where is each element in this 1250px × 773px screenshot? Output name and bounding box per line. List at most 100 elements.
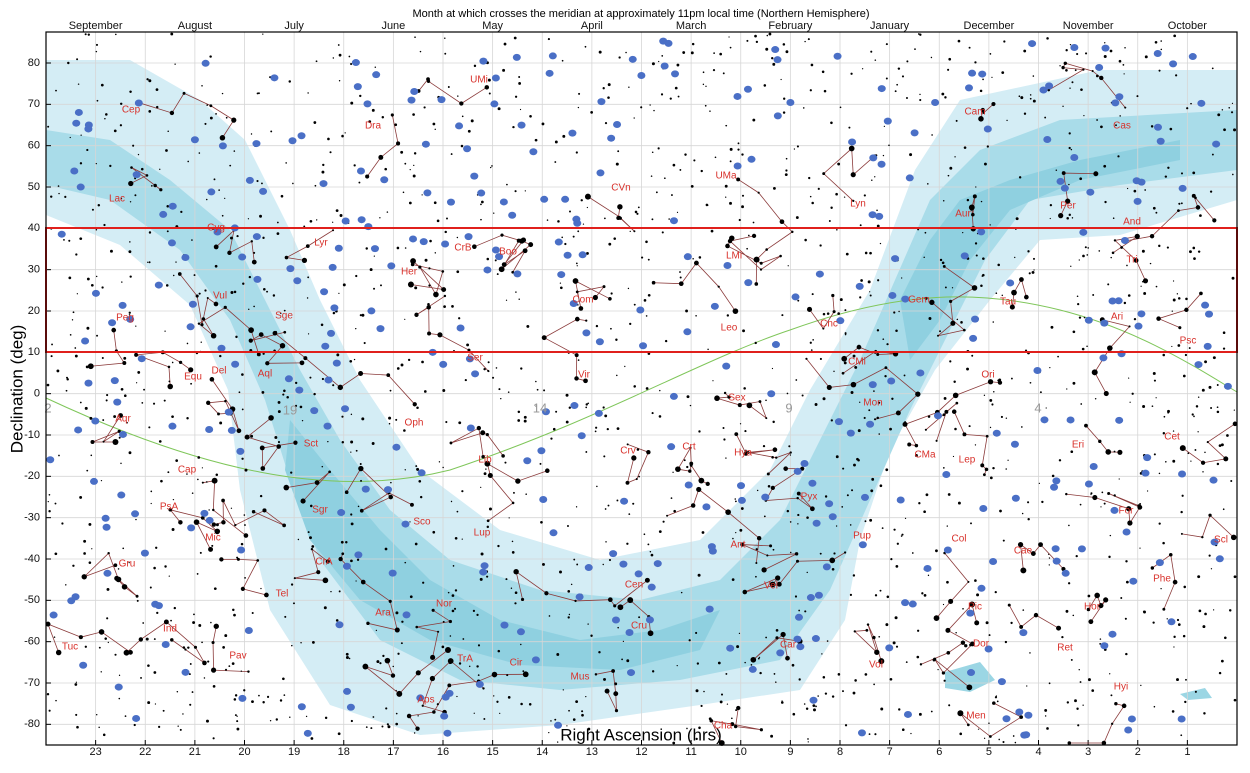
faint-star xyxy=(323,606,327,610)
faint-star xyxy=(891,397,894,400)
star xyxy=(522,248,528,254)
faint-star xyxy=(854,365,858,369)
star xyxy=(210,667,217,673)
star xyxy=(969,207,974,211)
faint-star xyxy=(91,208,94,211)
star xyxy=(690,503,696,508)
faint-star xyxy=(1123,73,1125,75)
faint-star xyxy=(580,199,583,202)
faint-star xyxy=(740,507,744,510)
faint-star xyxy=(506,183,508,186)
faint-star xyxy=(269,720,272,722)
faint-star xyxy=(756,489,759,492)
star xyxy=(55,649,62,656)
star xyxy=(1180,532,1183,535)
faint-star xyxy=(173,606,176,610)
constellation-label: Lup xyxy=(474,528,491,539)
star xyxy=(971,285,978,291)
faint-star xyxy=(732,537,734,540)
faint-star xyxy=(1208,385,1212,389)
faint-star xyxy=(95,275,98,278)
star xyxy=(987,379,994,385)
faint-star xyxy=(350,522,354,526)
faint-star xyxy=(793,148,796,150)
x-tick-label: 6 xyxy=(936,746,942,758)
star xyxy=(856,344,862,350)
faint-star xyxy=(240,670,243,672)
faint-star xyxy=(1194,690,1197,693)
faint-star xyxy=(299,405,303,409)
faint-star xyxy=(191,492,194,494)
faint-star xyxy=(821,653,823,655)
constellation-line xyxy=(620,599,651,634)
star xyxy=(852,199,855,203)
star xyxy=(1061,171,1066,175)
star xyxy=(689,463,693,467)
faint-star xyxy=(1153,705,1156,708)
star xyxy=(848,145,855,152)
galaxy-dot xyxy=(410,88,419,96)
faint-star xyxy=(90,283,94,287)
constellation-label: Hya xyxy=(734,448,752,459)
star xyxy=(1121,703,1127,709)
faint-star xyxy=(682,51,686,54)
star xyxy=(1019,715,1024,719)
faint-star xyxy=(1062,105,1064,108)
star xyxy=(386,373,391,378)
faint-star xyxy=(214,264,218,268)
faint-star xyxy=(224,668,228,671)
faint-star xyxy=(794,595,798,598)
star xyxy=(168,508,173,512)
star xyxy=(240,586,245,591)
faint-star xyxy=(129,201,132,203)
faint-star xyxy=(230,507,233,509)
galaxy-dot xyxy=(512,53,521,61)
faint-star xyxy=(235,335,238,339)
faint-star xyxy=(948,704,951,707)
faint-star xyxy=(494,259,497,262)
star xyxy=(696,486,702,493)
star xyxy=(138,637,144,642)
faint-star xyxy=(155,546,158,549)
faint-star xyxy=(118,697,121,700)
faint-star xyxy=(789,551,792,554)
faint-star xyxy=(590,110,593,114)
faint-star xyxy=(262,352,265,355)
star xyxy=(427,331,432,336)
star xyxy=(1195,205,1201,210)
faint-star xyxy=(550,437,553,440)
constellation-line xyxy=(936,552,969,619)
faint-star xyxy=(1224,636,1227,640)
faint-star xyxy=(657,147,660,150)
faint-star xyxy=(763,84,767,87)
faint-star xyxy=(262,700,265,704)
star xyxy=(299,360,305,366)
faint-star xyxy=(901,75,905,78)
faint-star xyxy=(496,700,499,703)
constellation-label: Ind xyxy=(163,624,177,635)
faint-star xyxy=(1164,175,1168,178)
faint-star xyxy=(722,72,725,75)
faint-star xyxy=(658,415,662,418)
star xyxy=(865,628,869,632)
faint-star xyxy=(809,341,812,344)
galaxy-dot xyxy=(159,210,168,218)
faint-star xyxy=(879,242,882,245)
star xyxy=(344,490,349,495)
star xyxy=(1091,369,1098,376)
constellation-label: Nor xyxy=(436,599,453,610)
faint-star xyxy=(307,333,310,335)
faint-star xyxy=(53,636,56,638)
faint-star xyxy=(336,353,340,357)
faint-star xyxy=(695,737,698,741)
faint-star xyxy=(166,204,170,208)
faint-star xyxy=(878,401,881,404)
faint-star xyxy=(1055,169,1058,172)
faint-star xyxy=(454,589,458,592)
star xyxy=(1232,421,1238,427)
star xyxy=(574,376,579,381)
faint-star xyxy=(625,51,627,54)
star xyxy=(594,673,598,676)
faint-star xyxy=(738,218,741,222)
star xyxy=(971,212,975,217)
